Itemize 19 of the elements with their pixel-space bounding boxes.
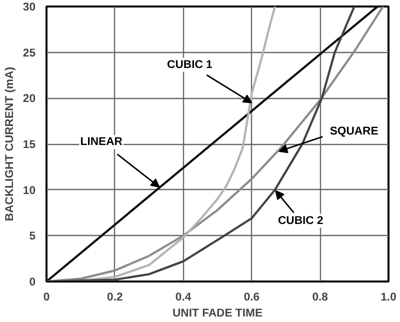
x-tick-label: 0.4 (175, 292, 192, 304)
y-tick-label: 20 (22, 93, 36, 106)
annotation: LINEAR (80, 136, 122, 148)
annotation: CUBIC 2 (278, 214, 324, 227)
x-tick-label: 0.6 (244, 292, 260, 304)
y-tick-label: 0 (29, 276, 36, 288)
x-tick-label: 0 (43, 292, 50, 304)
x-tick-label: 1.0 (380, 292, 396, 304)
x-axis-title: UNIT FADE TIME (172, 308, 263, 320)
annotation: SQUARE (330, 125, 379, 138)
y-tick-label: 25 (22, 47, 36, 60)
y-axis-title: BACKLIGHT CURRENT (mA) (4, 66, 16, 222)
y-tick-label: 15 (22, 139, 36, 151)
y-tick-label: 10 (22, 184, 36, 197)
annotation: CUBIC 1 (167, 58, 212, 71)
x-tick-label: 0.8 (312, 292, 328, 304)
x-tick-label: 0.2 (107, 292, 123, 304)
y-tick-label: 30 (22, 2, 36, 14)
y-tick-label: 5 (29, 230, 36, 243)
